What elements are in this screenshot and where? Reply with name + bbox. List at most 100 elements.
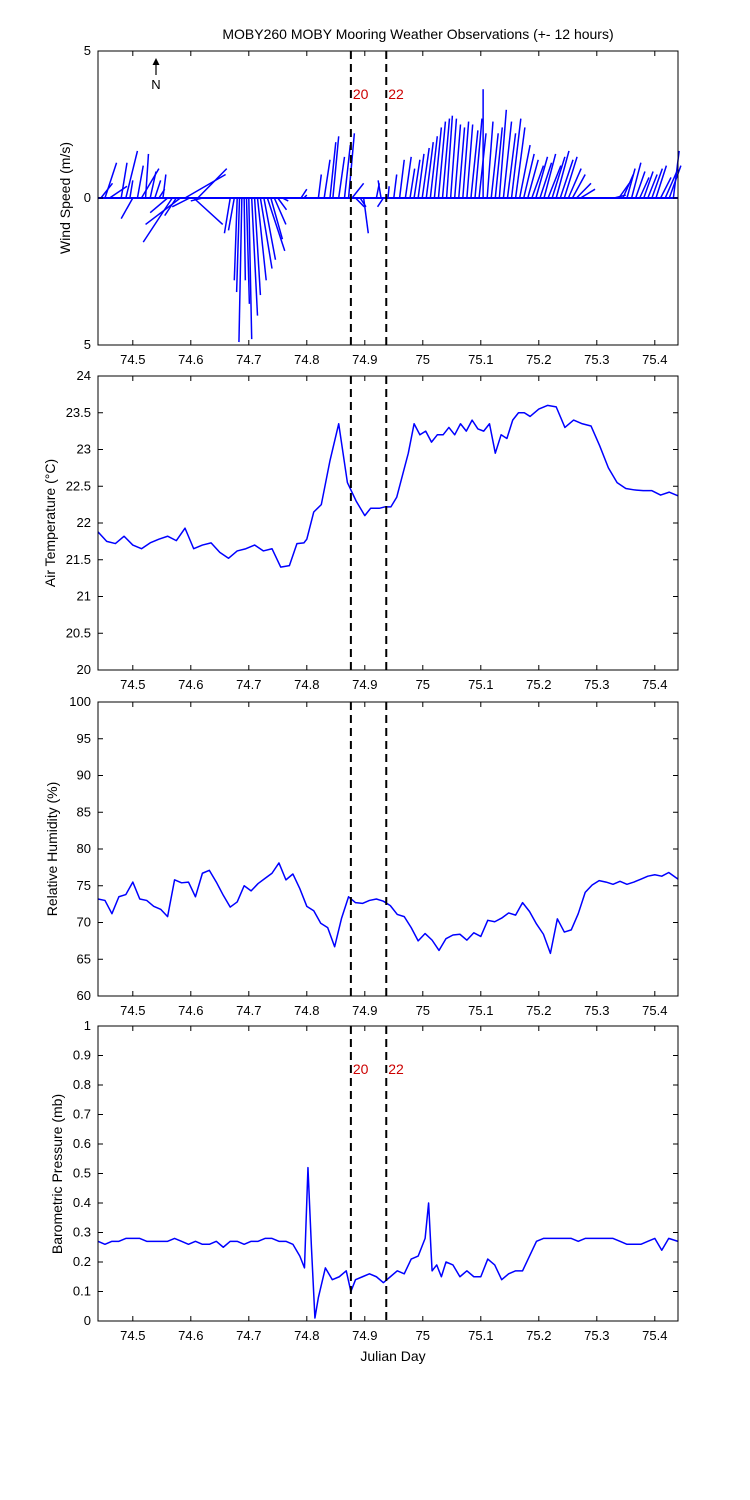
- wind-stick: [273, 197, 287, 225]
- air-temperature-line: [97, 404, 679, 568]
- x-tick-label: 75.4: [642, 1003, 667, 1018]
- relative-humidity-line: [97, 862, 679, 955]
- wind-stick: [197, 168, 228, 199]
- wind-stick: [303, 194, 308, 199]
- wind-stick: [243, 197, 247, 281]
- wind-stick: [458, 127, 466, 199]
- x-tick-label: 75.2: [526, 677, 551, 692]
- wind-stick: [490, 133, 499, 199]
- wind-stick: [449, 118, 458, 199]
- wind-stick: [347, 133, 356, 199]
- x-tick-label: 74.6: [178, 352, 203, 367]
- y-tick-label: 20.5: [66, 625, 91, 640]
- y-tick-label: 85: [77, 804, 91, 819]
- wind-axes: 5 0 5 74.5 74.6 74.7 74.8 74.9 75 75.1 75.2 75.3 75.…: [84, 43, 679, 367]
- wind-stick: [354, 197, 365, 208]
- marker-label: 20: [353, 1061, 369, 1077]
- x-tick-label: 74.7: [236, 677, 261, 692]
- wind-stick: [453, 124, 462, 199]
- wind-stick: [129, 180, 134, 199]
- wind-stick: [425, 142, 434, 199]
- wind-stick: [429, 136, 439, 199]
- wind-stick: [527, 159, 539, 199]
- wind-stick: [559, 159, 574, 199]
- y-tick-label: 0.9: [73, 1048, 91, 1063]
- wind-stick: [343, 144, 352, 199]
- wind-stick: [145, 197, 181, 226]
- wind-stick: [190, 197, 203, 202]
- wind-stick: [235, 197, 241, 293]
- wind-stick: [223, 197, 231, 234]
- wind-stick: [337, 156, 346, 199]
- wind-stick: [518, 144, 531, 199]
- x-tick-label: 75.2: [526, 1003, 551, 1018]
- wind-stick: [539, 162, 553, 199]
- wind-stick: [470, 130, 479, 199]
- panel-wind-speed: N 5 0 5 74.5 74.6 74.7 74.8 74.9 75 75.1 75.2 75.3 7…: [57, 43, 682, 367]
- wind-stick: [659, 177, 672, 199]
- wind-stick: [142, 197, 173, 243]
- barometric-pressure-ylabel: Barometric Pressure (mb): [49, 1094, 65, 1254]
- wind-stick: [531, 165, 545, 199]
- wind-stick: [248, 197, 253, 340]
- y-tick-label: 20: [77, 662, 91, 677]
- wind-stick: [120, 162, 128, 199]
- wind-stick: [300, 188, 308, 199]
- x-tick-label: 75.3: [584, 677, 609, 692]
- wind-stick: [171, 197, 190, 208]
- x-tick-label: 75: [416, 1003, 430, 1018]
- wind-stick: [120, 197, 134, 219]
- wind-stick: [630, 162, 642, 199]
- wind-stick: [259, 197, 273, 269]
- wind-stick: [437, 121, 447, 199]
- x-tick-label: 75.4: [642, 1328, 667, 1343]
- wind-stick: [543, 153, 557, 199]
- y-tick-label: 75: [77, 878, 91, 893]
- x-tick-label: 75.4: [642, 352, 667, 367]
- wind-stick: [162, 174, 167, 199]
- north-arrow-icon: N: [151, 58, 161, 92]
- wind-stick: [445, 115, 454, 199]
- wind-stick: [193, 197, 224, 226]
- marker-label: 22: [388, 1061, 404, 1077]
- wind-stick: [266, 197, 286, 252]
- wind-stick: [441, 118, 451, 199]
- x-tick-label: 74.8: [294, 1003, 319, 1018]
- wind-ylabel: Wind Speed (m/s): [57, 142, 73, 254]
- x-tick-label: 75.1: [468, 1003, 493, 1018]
- y-tick-label: 23: [77, 442, 91, 457]
- wind-stick: [263, 197, 277, 260]
- barometric-pressure-axes: 0 0.1 0.2 0.3 0.4 0.5 0.6 0.7 0.8 0.9 1 74.5 74.6 74.…: [73, 1018, 679, 1343]
- y-tick-label: 23.5: [66, 405, 91, 420]
- y-tick-label: 0.7: [73, 1107, 91, 1122]
- airtemp-series-line: [97, 404, 679, 568]
- x-tick-label: 75: [416, 352, 430, 367]
- wind-stick: [277, 197, 288, 211]
- wind-stick: [417, 153, 425, 199]
- wind-stick: [647, 174, 658, 199]
- air-temperature-ylabel: Air Temperature (°C): [42, 459, 58, 587]
- y-tick-label: 0.8: [73, 1077, 91, 1092]
- y-tick-label: 21: [77, 589, 91, 604]
- x-tick-label: 75: [416, 677, 430, 692]
- wind-stick: [149, 171, 157, 199]
- x-tick-label: 74.5: [120, 352, 145, 367]
- y-tick-label: 0.5: [73, 1166, 91, 1181]
- y-tick-label: 70: [77, 915, 91, 930]
- wind-stick: [466, 124, 474, 199]
- y-tick-label: 0.6: [73, 1136, 91, 1151]
- x-tick-label: 74.5: [120, 677, 145, 692]
- wind-stick: [227, 197, 236, 231]
- wind-stick: [462, 121, 470, 199]
- panel-air-temperature: 20 20.5 21 21.5 22 22.5 23 23.5 24 74.5 74.6 74.7 74…: [42, 368, 679, 692]
- x-tick-label: 75.1: [468, 352, 493, 367]
- wind-stick: [498, 109, 508, 199]
- x-tick-label: 75.3: [584, 352, 609, 367]
- wind-stick: [547, 165, 562, 199]
- relative-humidity-axes: 60 65 70 75 80 85 90 95 100 74.5 74.6 74.7 74.8 74.9 7…: [69, 694, 679, 1018]
- wind-stick-series: [98, 89, 682, 343]
- panel-barometric-pressure: 0 0.1 0.2 0.3 0.4 0.5 0.6 0.7 0.8 0.9 1 74.5 74.6 74.…: [49, 1018, 679, 1343]
- wind-stick: [433, 127, 443, 199]
- wind-stick: [551, 156, 566, 199]
- figure-title: MOBY260 MOBY Mooring Weather Observation…: [222, 26, 613, 42]
